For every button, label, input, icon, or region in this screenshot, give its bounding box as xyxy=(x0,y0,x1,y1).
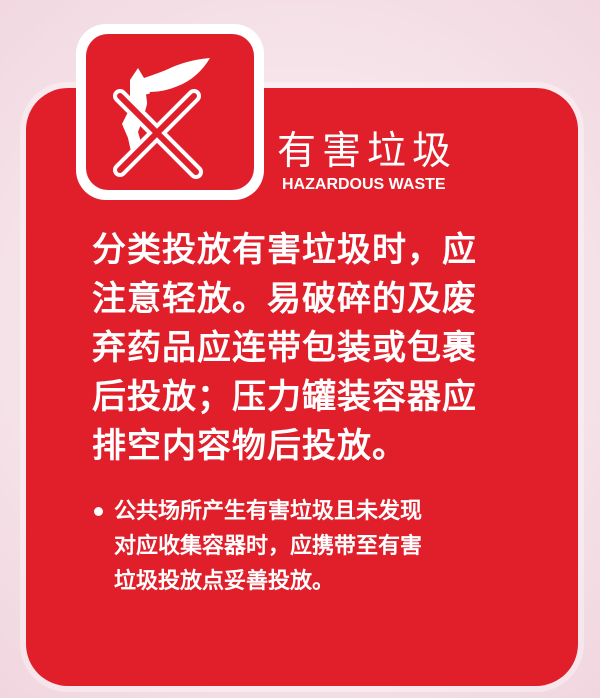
note-line: 垃圾投放点妥善投放。 xyxy=(114,569,335,594)
instruction-line: 排空内容物后投放。 xyxy=(92,426,407,466)
bullet-dot-icon xyxy=(94,507,103,516)
instruction-line: 注意轻放。易破碎的及废 xyxy=(92,279,477,319)
instruction-text: 分类投放有害垃圾时，应 注意轻放。易破碎的及废 弃药品应连带包装或包裹 后投放；… xyxy=(92,226,532,471)
hazardous-icon-frame xyxy=(76,24,264,200)
title-english: HAZARDOUS WASTE xyxy=(282,176,446,193)
note-bullet: 公共场所产生有害垃圾且未发现 对应收集容器时，应携带至有害 垃圾投放点妥善投放。 xyxy=(94,494,534,599)
crossed-out-icon xyxy=(113,58,210,179)
hazardous-waste-icon xyxy=(86,34,254,190)
instruction-line: 分类投放有害垃圾时，应 xyxy=(92,230,477,270)
note-line: 对应收集容器时，应携带至有害 xyxy=(114,534,423,559)
note-line: 公共场所产生有害垃圾且未发现 xyxy=(114,499,423,524)
title-chinese: 有害垃圾 xyxy=(277,129,458,174)
instruction-line: 后投放；压力罐装容器应 xyxy=(92,377,477,417)
instruction-line: 弃药品应连带包装或包裹 xyxy=(92,328,477,368)
